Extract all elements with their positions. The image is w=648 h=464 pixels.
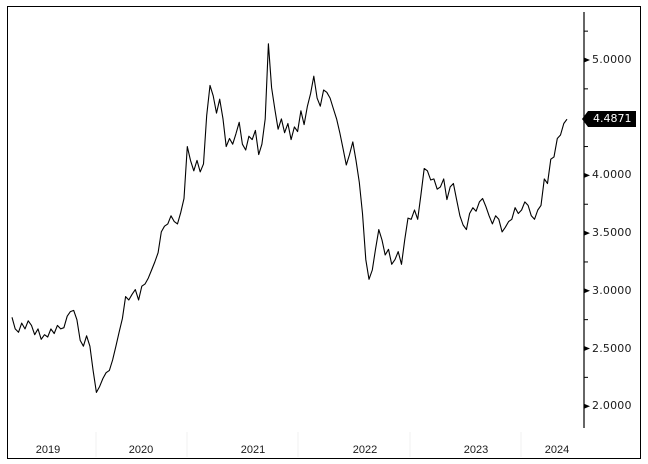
y-tick-label: 2.5000 xyxy=(592,341,632,355)
x-tick-label: 2019 xyxy=(35,444,61,456)
x-tick-label: 2020 xyxy=(128,444,154,456)
y-tick-label: 3.5000 xyxy=(592,226,632,240)
last-value-tag: 4.4871 xyxy=(582,111,636,128)
y-tick-label: 2.0000 xyxy=(592,399,632,413)
y-tick-label: 3.0000 xyxy=(592,283,632,297)
x-tick-label: 2023 xyxy=(463,444,489,456)
y-axis-ticks xyxy=(584,30,590,409)
x-tick-label: 2021 xyxy=(240,444,266,456)
y-tick-label: 4.0000 xyxy=(592,168,632,182)
x-tick-label: 2022 xyxy=(352,444,378,456)
price-series-line xyxy=(11,43,568,393)
chart-frame xyxy=(7,6,641,459)
y-tick-label: 5.0000 xyxy=(592,53,632,66)
x-tick-label: 2024 xyxy=(544,444,570,456)
year-separators xyxy=(95,432,522,457)
